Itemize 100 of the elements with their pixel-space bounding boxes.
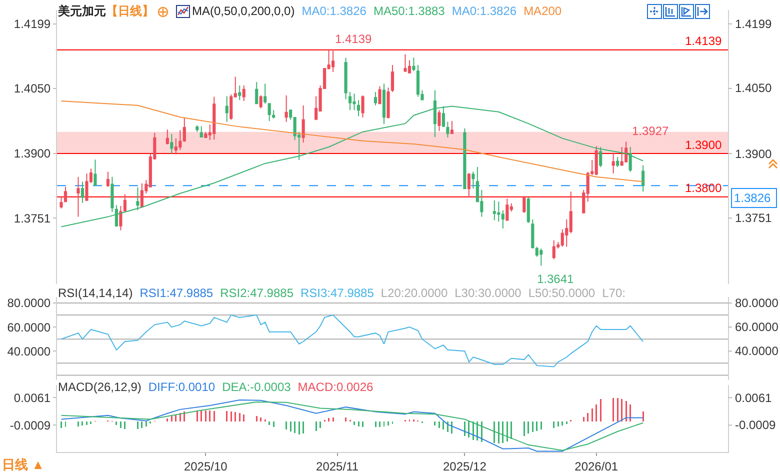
candlestick	[166, 129, 169, 145]
candlestick	[272, 110, 276, 119]
line-series	[60, 314, 644, 368]
y2-tick-label: 80.0000	[735, 296, 779, 310]
y2-tick-label: 40.0000	[735, 344, 779, 358]
candlestick	[344, 57, 348, 100]
candlestick	[348, 91, 352, 111]
y-tick-label: 1.4199	[14, 17, 51, 32]
candlestick	[242, 84, 246, 102]
y2-tick-label: 1.4199	[735, 17, 772, 31]
candlestick	[170, 133, 174, 154]
annotation: L70:	[602, 286, 626, 300]
candlestick	[361, 94, 364, 118]
candlestick	[110, 176, 114, 213]
annotation: L30:30.0000	[454, 286, 522, 300]
candlestick	[552, 240, 556, 260]
annotation: 1.3641	[537, 272, 574, 286]
series-label: RSI3:47.9885	[300, 286, 374, 300]
candlestick	[506, 198, 509, 221]
candlestick	[123, 194, 126, 212]
y2-tick-label: -0.0009	[735, 418, 776, 432]
candlestick	[302, 104, 305, 144]
candlestick	[531, 218, 534, 249]
ref-line-label: 1.3800	[685, 181, 722, 195]
candlestick	[526, 196, 530, 224]
candlestick	[412, 57, 416, 72]
text: 日线 ▲	[2, 456, 44, 474]
y2-tick-label: 1.4050	[735, 81, 772, 95]
candlestick	[64, 186, 68, 202]
candlestick	[382, 83, 386, 125]
chart-title: RSI(14,14,14)	[58, 286, 133, 300]
candlestick	[374, 91, 378, 106]
y-tick-label: 60.0000	[7, 320, 51, 334]
candlestick	[522, 195, 526, 214]
candlestick	[76, 176, 80, 218]
chart-title: 美元加元	[58, 4, 106, 18]
candlestick	[378, 86, 382, 105]
chart-title: MACD(26,12,9)	[58, 380, 142, 394]
x-tick-label: 2025/12	[443, 459, 487, 474]
y-tick-label: 40.0000	[7, 344, 51, 358]
series-label: DIFF:0.0010	[148, 380, 216, 394]
candlestick	[85, 172, 88, 202]
y2-tick-label: 0.0061	[735, 391, 772, 405]
candlestick	[106, 171, 110, 188]
annotation: L50:50.0000	[528, 286, 596, 300]
candlestick	[642, 164, 645, 192]
candlestick	[386, 87, 390, 119]
candlestick	[472, 171, 475, 190]
candlestick	[140, 182, 144, 208]
y-tick-label: 80.0000	[7, 296, 51, 310]
candlestick	[467, 172, 470, 198]
x-tick-label: 2025/10	[184, 459, 228, 474]
series-label: DEA:-0.0003	[222, 380, 291, 394]
candlestick	[463, 128, 466, 190]
text: MA200	[524, 4, 562, 18]
y-tick-label: 1.3900	[14, 146, 51, 161]
candlestick	[60, 196, 63, 210]
x-tick-label: 2025/11	[316, 459, 359, 474]
y-tick-label: 1.3751	[14, 211, 51, 226]
candlestick	[492, 200, 496, 221]
candlestick	[225, 96, 228, 122]
candlestick	[390, 64, 394, 92]
candlestick	[238, 84, 242, 101]
text: MACD:0.0026	[298, 380, 374, 394]
candlestick	[284, 94, 288, 122]
ref-line-label: 1.3826	[734, 191, 772, 205]
candlestick	[594, 146, 598, 176]
annotation: RSI2:47.9885	[220, 286, 294, 300]
annotation: 1.3927	[632, 124, 670, 138]
annotation: RSI1:47.9885	[140, 286, 214, 300]
candlestick	[80, 181, 84, 204]
candlestick	[438, 110, 441, 132]
candlestick	[540, 248, 543, 266]
candlestick	[352, 93, 356, 111]
ref-line-label: 1.4139	[685, 34, 722, 48]
candlestick	[136, 186, 140, 211]
text: MA50:1.3883	[373, 4, 445, 18]
y-tick-label: 0.0061	[14, 390, 51, 405]
candlestick	[332, 50, 335, 72]
y-tick-label: 1.4050	[14, 82, 51, 96]
candlestick	[264, 83, 267, 104]
candlestick	[616, 156, 620, 168]
ref-line-label: 1.3900	[685, 138, 722, 152]
candlestick	[628, 146, 632, 172]
y2-tick-label: 1.3900	[735, 147, 772, 161]
x-tick-label: 2026/01	[574, 459, 618, 474]
candlestick	[94, 159, 97, 187]
candlestick	[268, 103, 271, 122]
candlestick	[255, 81, 258, 105]
candlestick	[212, 96, 216, 140]
candlestick	[599, 146, 602, 168]
y2-tick-label: 1.3751	[735, 211, 772, 225]
chart-subtitle: 【日线】	[106, 4, 154, 18]
candlestick	[624, 141, 628, 164]
candlestick	[259, 94, 262, 109]
annotation: L20:20.0000	[380, 286, 448, 300]
candlestick	[404, 54, 407, 72]
candlestick	[196, 124, 199, 132]
y2-tick-label: 60.0000	[735, 320, 779, 334]
candlestick	[446, 121, 450, 138]
